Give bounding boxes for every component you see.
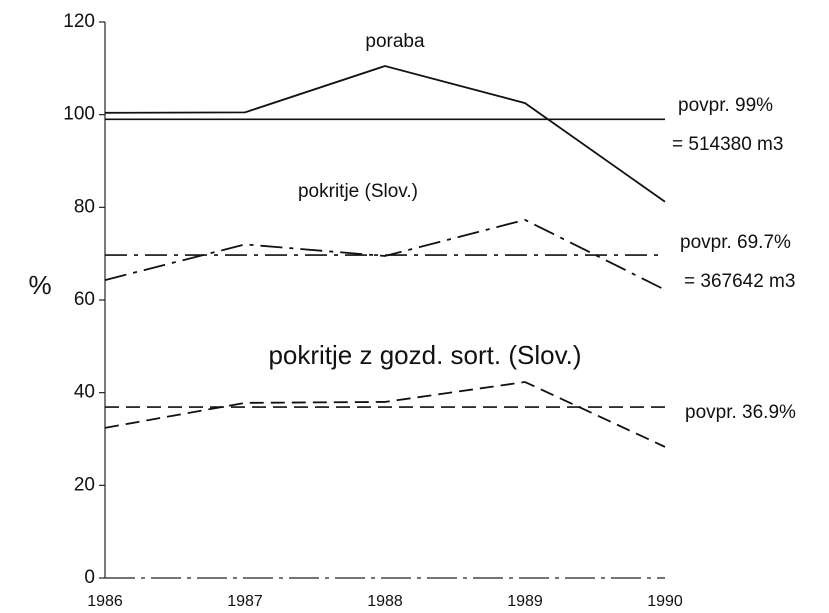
series-label: pokritje z gozd. sort. (Slov.)	[268, 340, 581, 370]
series-line	[104, 218, 666, 291]
y-tick-label: 0	[84, 567, 95, 588]
series-label: poraba	[365, 31, 425, 52]
series-label: pokritje (Slov.)	[298, 181, 418, 202]
y-tick-label: 60	[74, 289, 95, 310]
series-line	[104, 381, 666, 448]
y-tick-label: 100	[63, 104, 95, 125]
average-note: = 514380 m3	[672, 134, 783, 155]
series-line	[104, 65, 666, 203]
x-tick-label: 1988	[367, 593, 403, 610]
x-tick-label: 1986	[87, 593, 123, 610]
y-tick-label: 40	[74, 382, 95, 403]
average-label: povpr. 36.9%	[685, 402, 796, 423]
x-tick-label: 1989	[507, 593, 543, 610]
y-tick-label: 120	[63, 11, 95, 32]
average-note: = 367642 m3	[684, 271, 795, 292]
y-axis-label: %	[28, 270, 51, 300]
average-label: povpr. 69.7%	[680, 232, 791, 253]
x-tick-label: 1987	[227, 593, 263, 610]
y-tick-label: 80	[74, 196, 95, 217]
x-tick-label: 1990	[647, 593, 683, 610]
y-tick-label: 20	[74, 474, 95, 495]
average-label: povpr. 99%	[678, 95, 773, 116]
